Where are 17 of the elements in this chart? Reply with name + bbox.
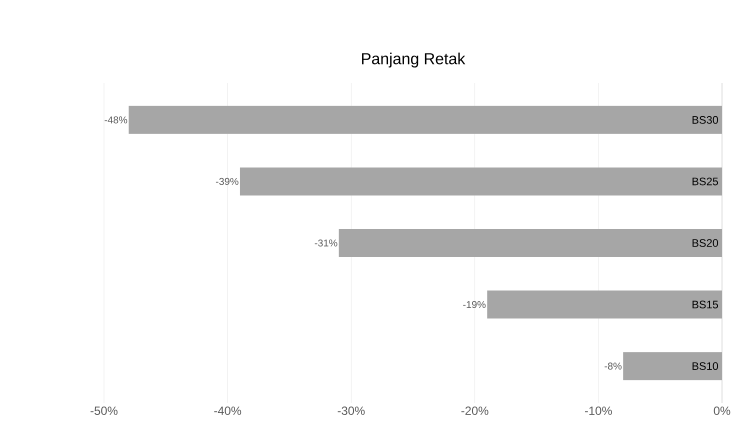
x-tick-label: 0% bbox=[714, 406, 730, 415]
y-tick-label: BS15 bbox=[692, 300, 718, 308]
data-label: -48% bbox=[104, 116, 128, 124]
x-tick-label: -30% bbox=[338, 406, 365, 415]
y-tick-label: BS30 bbox=[692, 116, 718, 124]
x-tick-label: -10% bbox=[584, 406, 612, 415]
data-label: -31% bbox=[314, 239, 338, 247]
x-tick-label: -40% bbox=[214, 406, 242, 415]
data-label: -39% bbox=[216, 178, 238, 185]
y-tick-label: BS25 bbox=[692, 178, 718, 186]
x-tick-label: -20% bbox=[461, 406, 488, 415]
y-tick-label: BS10 bbox=[692, 362, 718, 370]
data-label: -19% bbox=[463, 301, 486, 308]
data-label: -8% bbox=[604, 362, 622, 370]
x-tick-label: -50% bbox=[90, 406, 118, 415]
chart-title: Panjang Retak bbox=[362, 52, 466, 68]
y-tick-label: BS20 bbox=[692, 239, 718, 247]
